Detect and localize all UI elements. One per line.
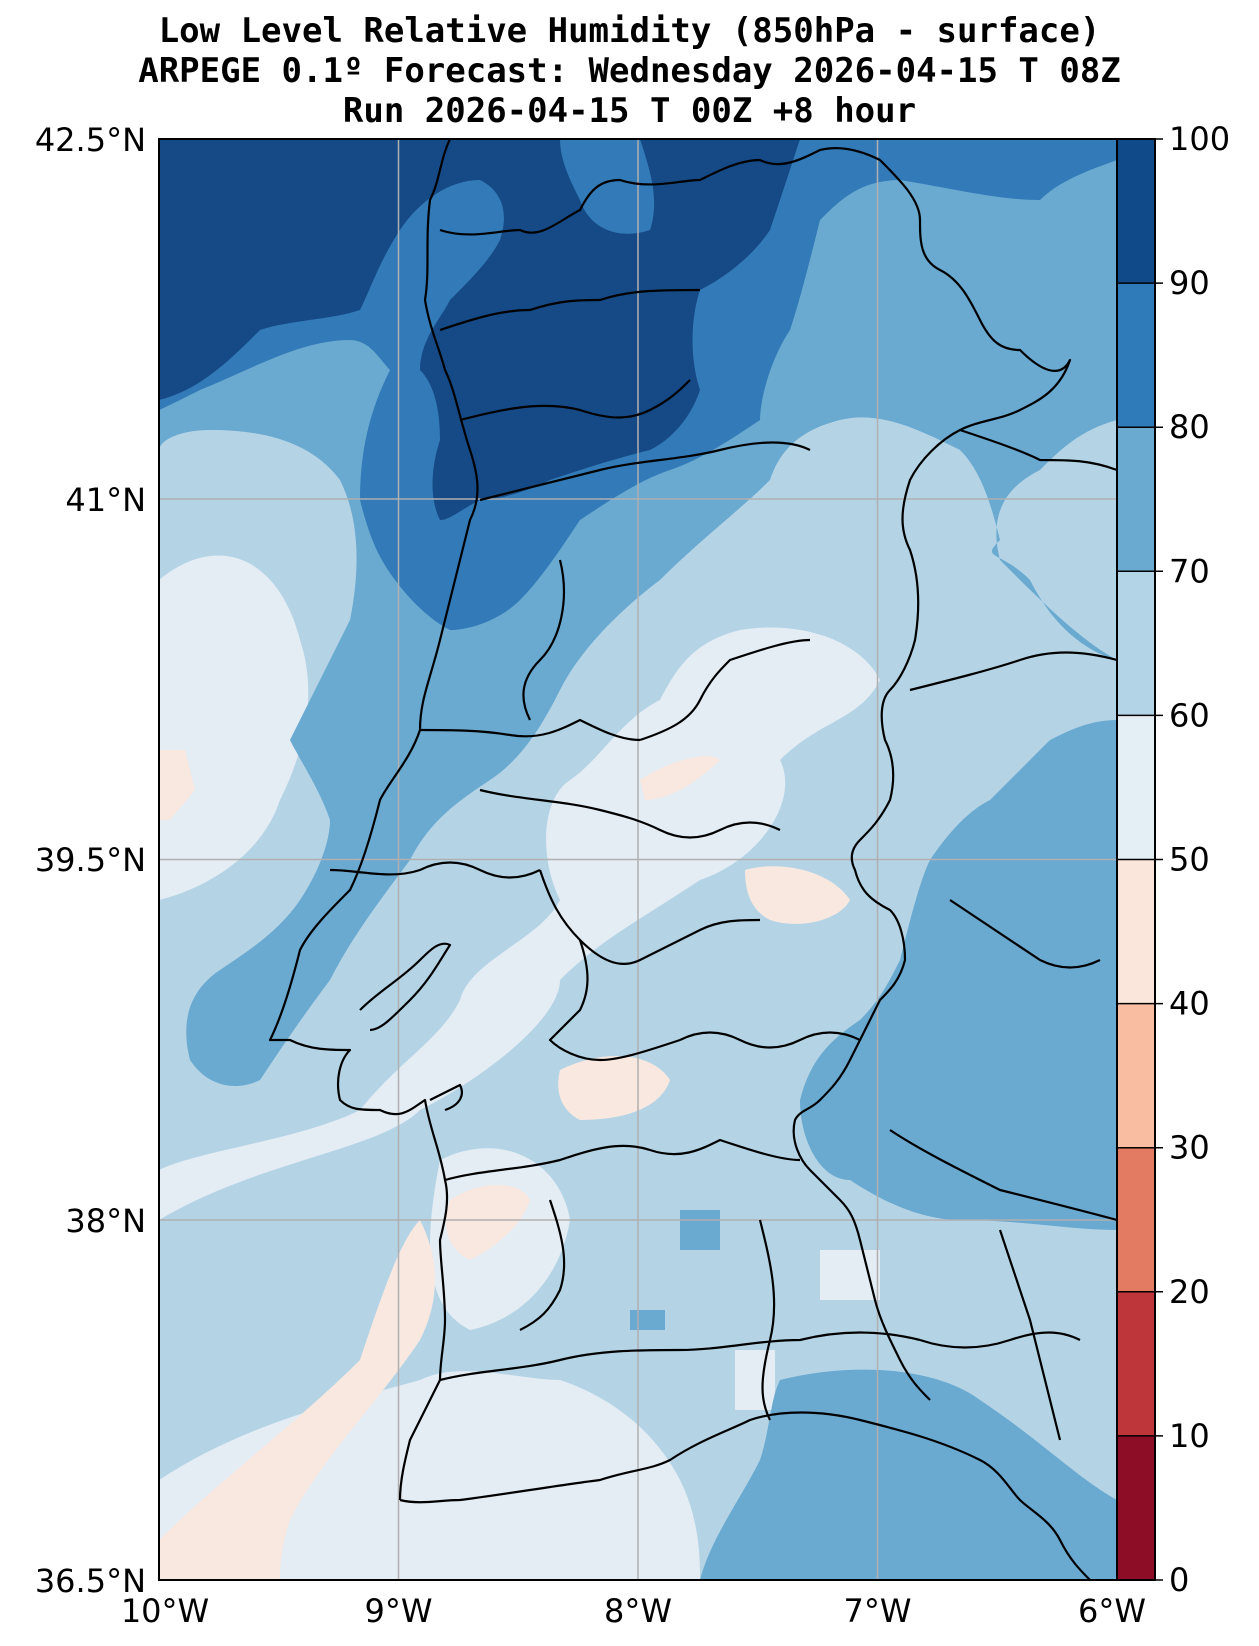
map-area (159, 139, 1117, 1580)
x-tick-label: 7°W (844, 1592, 912, 1630)
south-coast (399, 1411, 1091, 1580)
district-border (949, 899, 1101, 969)
rh-field-40-50 (446, 1185, 530, 1260)
y-tick-label: 36.5°N (35, 1562, 146, 1600)
y-axis: 42.5°N 41°N 39.5°N 38°N 36.5°N (35, 121, 146, 1600)
district-border (479, 788, 781, 839)
district-border (522, 559, 566, 721)
rh-field-90-100 (159, 139, 800, 520)
district-border (329, 861, 541, 879)
x-tick-label: 10°W (121, 1592, 209, 1630)
colorbar-segment (1117, 859, 1155, 1005)
colorbar-label: 30 (1169, 1129, 1210, 1167)
colorbar-label: 40 (1169, 985, 1210, 1023)
rh-field-50-60 (820, 1250, 880, 1300)
district-border (909, 651, 1117, 692)
colorbar-segment (1117, 1435, 1155, 1581)
colorbar-segment (1117, 283, 1155, 428)
spain-border (439, 146, 1072, 1401)
district-border (548, 939, 681, 1062)
title-line-3: Run 2026-04-15 T 00Z +8 hour (342, 91, 917, 131)
colorbar-segment (1117, 715, 1155, 860)
colorbar-label: 50 (1169, 841, 1210, 879)
title-line-2: ARPEGE 0.1º Forecast: Wednesday 2026-04-… (138, 51, 1121, 91)
rh-field-70-80 (680, 1210, 720, 1250)
colorbar-segment (1117, 139, 1155, 284)
rh-field-80-90 (400, 398, 420, 412)
x-tick-label: 6°W (1078, 1592, 1146, 1630)
rh-field-70-80 (700, 1369, 1117, 1580)
district-border (679, 1031, 861, 1049)
district-border (439, 1331, 921, 1382)
colorbar-segment (1117, 427, 1155, 572)
district-border (519, 1199, 566, 1331)
colorbar-label: 70 (1169, 552, 1210, 590)
colorbar-segment (1117, 1147, 1155, 1293)
y-tick-label: 38°N (65, 1202, 146, 1240)
district-border (758, 1219, 776, 1421)
rh-field-40-50 (159, 1220, 435, 1580)
estuary-sado (429, 1083, 463, 1112)
rh-field-40-50 (640, 756, 720, 800)
colorbar-label: 90 (1169, 264, 1210, 302)
district-border (959, 428, 1117, 472)
district-border (538, 869, 761, 965)
colorbar-label: 100 (1169, 120, 1230, 158)
rh-field-50-60 (159, 555, 309, 900)
rh-field-70-80 (630, 1310, 665, 1330)
y-tick-label: 41°N (65, 481, 146, 519)
x-axis: 10°W 9°W 8°W 7°W 6°W (121, 1592, 1146, 1630)
rh-field-70-80 (800, 720, 1117, 1230)
district-border (998, 1229, 1062, 1441)
district-border (419, 718, 641, 742)
district-border (889, 1129, 1117, 1222)
map-gridlines (159, 139, 1117, 1580)
x-tick-label: 9°W (365, 1592, 433, 1630)
y-tick-label: 42.5°N (35, 121, 146, 159)
rh-field-40-50 (159, 750, 195, 820)
colorbar-label: 20 (1169, 1273, 1210, 1311)
colorbar-segment (1117, 571, 1155, 716)
district-border (439, 288, 701, 332)
colorbar-label: 80 (1169, 408, 1210, 446)
rh-field-80-90 (560, 139, 655, 234)
district-border (459, 379, 691, 422)
district-border (919, 1331, 1081, 1349)
colorbar-segment (1117, 1291, 1155, 1437)
rh-field-50-60 (735, 1350, 775, 1410)
title-line-1: Low Level Relative Humidity (850hPa - su… (158, 11, 1101, 51)
rh-field-40-50 (558, 1056, 670, 1120)
y-tick-label: 39.5°N (35, 841, 146, 879)
district-border (639, 638, 811, 742)
colorbar-label: 60 (1169, 696, 1210, 734)
estuary-tagus (359, 942, 452, 1032)
rh-field-40-50 (745, 866, 850, 924)
district-border (444, 1138, 801, 1182)
colorbar-label: 0 (1169, 1561, 1189, 1599)
x-tick-label: 8°W (604, 1592, 672, 1630)
colorbar: 0 10 20 30 40 50 60 70 80 90 100 (1116, 120, 1230, 1599)
district-border (479, 441, 811, 502)
colorbar-label: 10 (1169, 1417, 1210, 1455)
map-borders (268, 139, 1117, 1580)
coastline (268, 139, 479, 1501)
colorbar-segment (1117, 1003, 1155, 1149)
